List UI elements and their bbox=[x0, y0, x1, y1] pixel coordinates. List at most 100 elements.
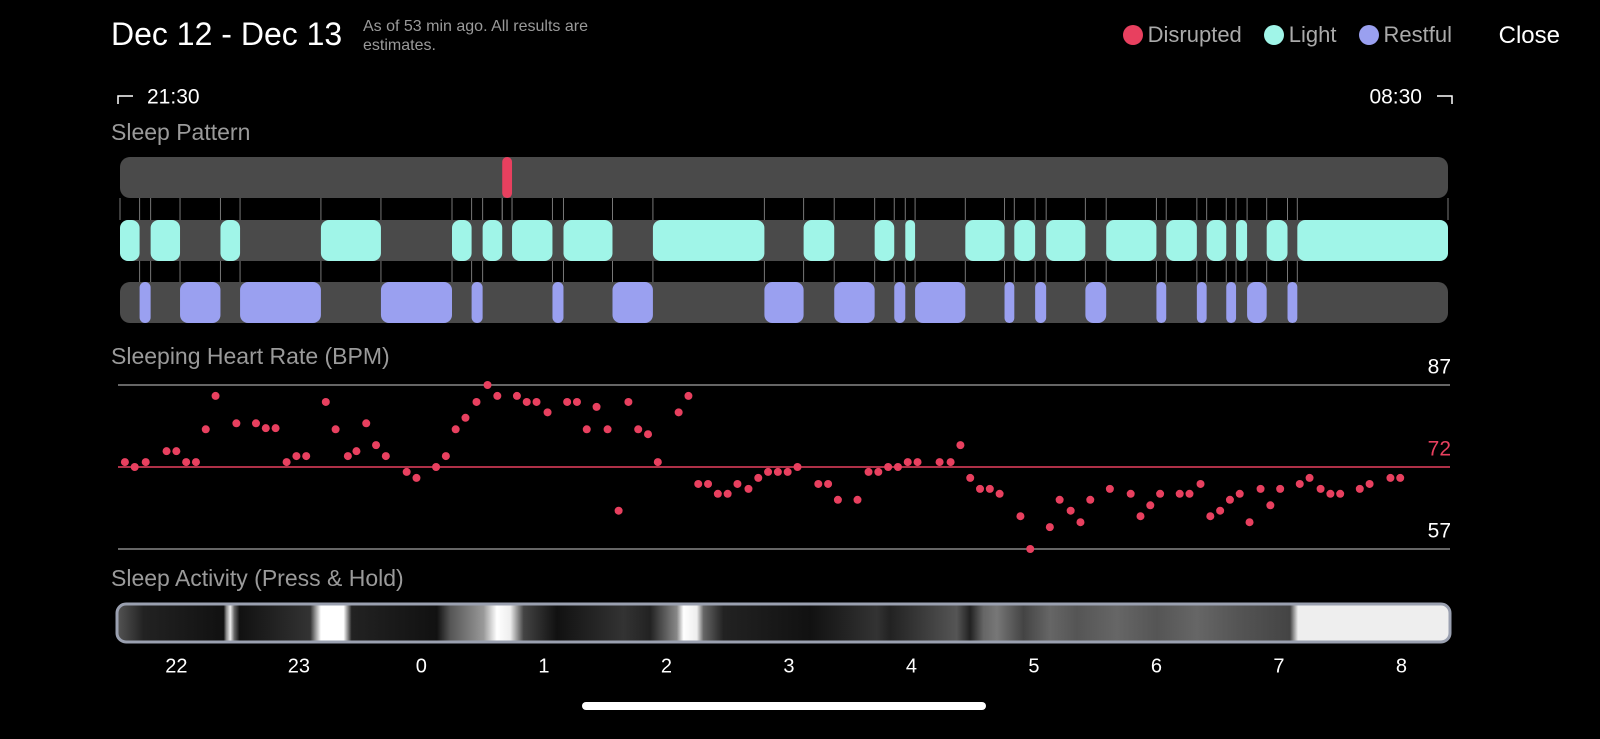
start-time: 21:30 bbox=[147, 86, 200, 109]
x-tick-label: 22 bbox=[165, 655, 187, 677]
heart-rate-point bbox=[864, 467, 873, 476]
legend-dot bbox=[1358, 25, 1379, 45]
heart-rate-point bbox=[182, 458, 191, 467]
heart-rate-point bbox=[824, 479, 833, 488]
heart-rate-point bbox=[1105, 484, 1114, 493]
stage-segment bbox=[1004, 282, 1015, 323]
heart-rate-point bbox=[162, 447, 171, 456]
heart-rate-point bbox=[935, 458, 944, 467]
heart-rate-point bbox=[572, 397, 581, 406]
heart-rate-point bbox=[1055, 495, 1064, 504]
stage-track bbox=[120, 157, 1448, 198]
heart-rate-point bbox=[1256, 484, 1265, 493]
heart-rate-point bbox=[1126, 489, 1135, 498]
stage-segment bbox=[1297, 220, 1448, 261]
heart-rate-point bbox=[191, 458, 200, 467]
heart-rate-point bbox=[1225, 495, 1234, 504]
stage-segment bbox=[1236, 220, 1248, 261]
heart-rate-point bbox=[1365, 479, 1374, 488]
heart-rate-point bbox=[1295, 479, 1304, 488]
x-tick-label: 7 bbox=[1273, 655, 1284, 677]
heart-rate-point bbox=[814, 479, 823, 488]
heart-rate-point bbox=[913, 458, 922, 467]
legend-dot bbox=[1263, 25, 1284, 45]
heart-rate-point bbox=[522, 397, 531, 406]
stage-segment bbox=[482, 220, 503, 261]
heart-rate-point bbox=[614, 506, 623, 515]
heart-rate-point bbox=[674, 408, 683, 417]
heart-rate-point bbox=[985, 484, 994, 493]
heart-rate-point bbox=[603, 425, 612, 434]
y-tick-label: 87 bbox=[1428, 356, 1451, 379]
heart-rate-point bbox=[1206, 512, 1215, 521]
end-bracket bbox=[1437, 95, 1453, 104]
stage-segment bbox=[764, 282, 804, 323]
heart-rate-point bbox=[592, 402, 601, 411]
stage-segment bbox=[1014, 220, 1036, 261]
heart-rate-point bbox=[172, 447, 181, 456]
home-indicator bbox=[582, 702, 986, 710]
close-button[interactable]: Close bbox=[1498, 22, 1560, 49]
heart-rate-point bbox=[461, 413, 470, 422]
stage-segment bbox=[803, 220, 835, 261]
stage-segment bbox=[180, 282, 221, 323]
heart-rate-point bbox=[884, 463, 893, 471]
heart-rate-point bbox=[141, 458, 150, 467]
heart-rate-point bbox=[1245, 518, 1254, 527]
stage-segment bbox=[320, 220, 381, 261]
heart-rate-point bbox=[302, 452, 311, 461]
activity-strip[interactable] bbox=[115, 602, 1452, 644]
heart-rate-point bbox=[1266, 501, 1275, 510]
heart-rate-point bbox=[1185, 489, 1194, 498]
heart-rate-point bbox=[733, 479, 742, 488]
stage-segment bbox=[612, 282, 653, 323]
heart-rate-point bbox=[1276, 484, 1285, 493]
heart-rate-point bbox=[966, 473, 975, 482]
section-title: Sleep Activity (Press & Hold) bbox=[111, 565, 404, 591]
heart-rate-point bbox=[1355, 484, 1364, 493]
stage-segment bbox=[1106, 220, 1157, 261]
heart-rate-point bbox=[271, 424, 280, 433]
x-tick-label: 6 bbox=[1151, 655, 1162, 677]
y-tick-label: 57 bbox=[1428, 520, 1451, 543]
stage-segment bbox=[139, 282, 151, 323]
stage-segment bbox=[1156, 282, 1167, 323]
heart-rate-point bbox=[1026, 545, 1035, 553]
heart-rate-point bbox=[412, 473, 421, 482]
legend-label: Restful bbox=[1383, 22, 1452, 47]
heart-rate-point bbox=[543, 408, 552, 417]
x-tick-label: 0 bbox=[416, 655, 427, 677]
x-tick-label: 2 bbox=[661, 655, 672, 677]
heart-rate-point bbox=[232, 419, 241, 428]
heart-rate-point bbox=[624, 397, 633, 406]
stage-segment bbox=[1035, 282, 1047, 323]
heart-rate-point bbox=[1196, 479, 1205, 488]
stage-segment bbox=[563, 220, 613, 261]
stage-segment bbox=[1226, 282, 1237, 323]
heart-rate-point bbox=[704, 479, 713, 488]
heart-rate-point bbox=[1235, 489, 1244, 498]
heart-rate-point bbox=[713, 489, 722, 498]
heart-rate-point bbox=[343, 452, 352, 461]
heart-rate-point bbox=[441, 452, 450, 461]
stage-segment bbox=[1196, 282, 1207, 323]
heart-rate-point bbox=[644, 430, 653, 439]
heart-rate-point bbox=[653, 458, 662, 467]
end-time: 08:30 bbox=[1369, 86, 1422, 109]
heart-rate-point bbox=[483, 381, 492, 389]
heart-rate-point bbox=[120, 458, 129, 467]
stage-segment bbox=[502, 157, 513, 198]
x-tick-label: 4 bbox=[906, 655, 917, 677]
stage-segment bbox=[1287, 282, 1298, 323]
heart-rate-point bbox=[1216, 506, 1225, 515]
heart-rate-point bbox=[130, 463, 139, 471]
stage-segment bbox=[1085, 282, 1107, 323]
heart-rate-point bbox=[723, 489, 732, 498]
legend-item: Disrupted bbox=[1122, 22, 1242, 48]
heart-rate-point bbox=[201, 425, 210, 434]
heart-rate-point bbox=[1156, 489, 1165, 498]
stage-segment bbox=[452, 220, 472, 261]
heart-rate-point bbox=[211, 391, 220, 400]
